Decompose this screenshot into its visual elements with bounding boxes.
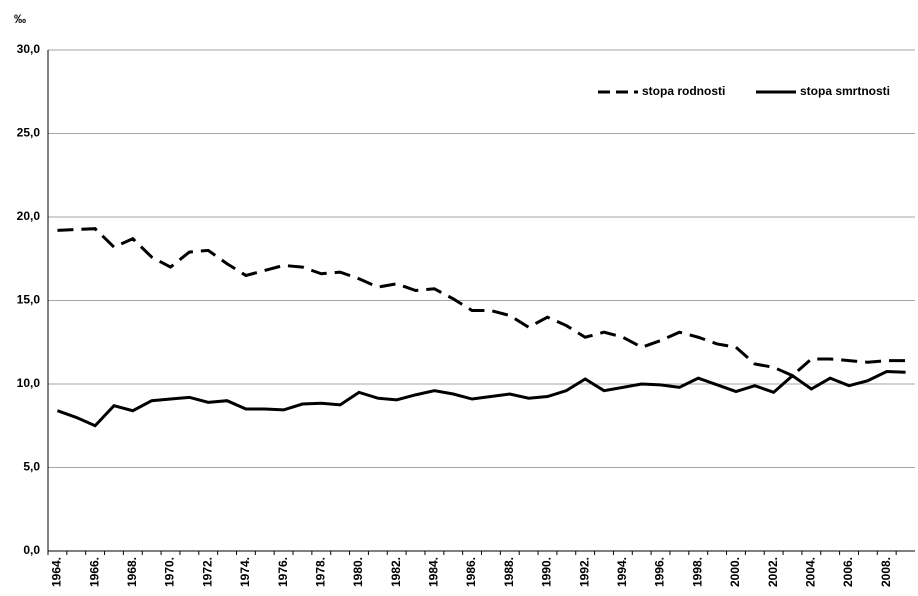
x-tick-label: 1968. bbox=[125, 557, 139, 587]
x-tick-label: 2004. bbox=[804, 557, 818, 587]
line-series bbox=[57, 227, 906, 378]
x-tick-label: 1984. bbox=[427, 557, 441, 587]
y-tick-label: 25,0 bbox=[17, 126, 41, 140]
x-tick-label: 1966. bbox=[87, 557, 101, 587]
x-tick-label: 1976. bbox=[276, 557, 290, 587]
y-tick-label: 20,0 bbox=[17, 209, 41, 223]
x-tick-label: 2006. bbox=[841, 557, 855, 587]
x-tick-label: 1992. bbox=[577, 557, 591, 587]
x-tick-label: 1970. bbox=[163, 557, 177, 587]
legend-label: stopa smrtnosti bbox=[800, 84, 890, 98]
x-tick-label: 1972. bbox=[200, 557, 214, 587]
x-tick-label: 1964. bbox=[50, 557, 64, 587]
x-tick-label: 1978. bbox=[313, 557, 327, 587]
x-tick-label: 1990. bbox=[540, 557, 554, 587]
y-tick-label: 5,0 bbox=[23, 460, 40, 474]
line-series bbox=[56, 369, 906, 428]
y-tick-label: 10,0 bbox=[17, 376, 41, 390]
x-tick-label: 2008. bbox=[879, 557, 893, 587]
x-tick-label: 1996. bbox=[653, 557, 667, 587]
x-tick-label: 1988. bbox=[502, 557, 516, 587]
x-tick-label: 1998. bbox=[690, 557, 704, 587]
x-tick-label: 2000. bbox=[728, 557, 742, 587]
x-tick-label: 1982. bbox=[389, 557, 403, 587]
y-tick-label: 15,0 bbox=[17, 293, 41, 307]
x-tick-label: 1980. bbox=[351, 557, 365, 587]
legend-label: stopa rodnosti bbox=[642, 84, 725, 98]
y-tick-label: 0,0 bbox=[23, 543, 40, 557]
x-tick-label: 1986. bbox=[464, 557, 478, 587]
x-tick-label: 1974. bbox=[238, 557, 252, 587]
x-tick-label: 2002. bbox=[766, 557, 780, 587]
y-tick-label: 30,0 bbox=[17, 42, 41, 56]
y-unit: ‰ bbox=[14, 12, 26, 26]
x-tick-label: 1994. bbox=[615, 557, 629, 587]
